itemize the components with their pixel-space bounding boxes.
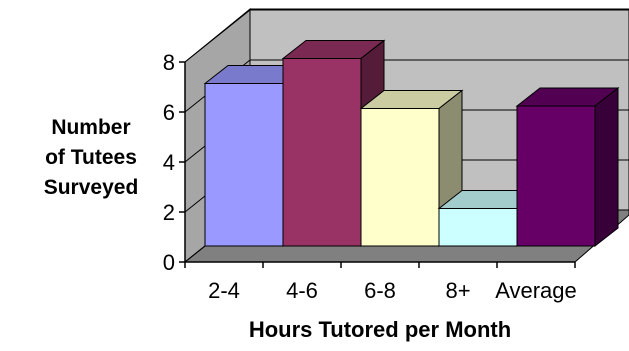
gridline-side-4 — [184, 9, 251, 63]
y-axis: 0 2 4 6 8 — [163, 50, 576, 275]
y-tick-label-3: 6 — [163, 100, 175, 125]
x-tick-label-0: 2-4 — [208, 278, 240, 303]
bar-side-4 — [594, 86, 619, 248]
bar-4 — [515, 86, 620, 248]
bar-front-1 — [282, 58, 362, 247]
bar-front-4 — [516, 105, 596, 247]
y-tick-label-1: 2 — [163, 200, 175, 225]
y-tick-label-0: 0 — [163, 250, 175, 275]
y-tick-label-4: 8 — [163, 50, 175, 75]
y-axis-label-line-2: of Tutees — [45, 146, 137, 169]
y-axis-label: Number of Tutees Surveyed — [10, 113, 172, 203]
y-axis-label-line-3: Surveyed — [43, 176, 139, 199]
bars — [203, 39, 620, 248]
x-tick-label-4: Average — [495, 278, 577, 303]
y-tick-label-2: 4 — [163, 150, 175, 175]
y-axis-label-line-1: Number — [51, 116, 131, 139]
bar-front-3 — [438, 208, 518, 247]
x-axis-label: Hours Tutored per Month — [248, 317, 512, 342]
bar-front-0 — [204, 83, 284, 247]
x-tick-label-1: 4-6 — [286, 278, 318, 303]
x-tick-labels: 2-4 4-6 6-8 8+ Average — [208, 278, 577, 303]
bar-front-2 — [360, 108, 440, 247]
x-tick-label-2: 6-8 — [364, 278, 396, 303]
x-tick-label-3: 8+ — [445, 278, 470, 303]
